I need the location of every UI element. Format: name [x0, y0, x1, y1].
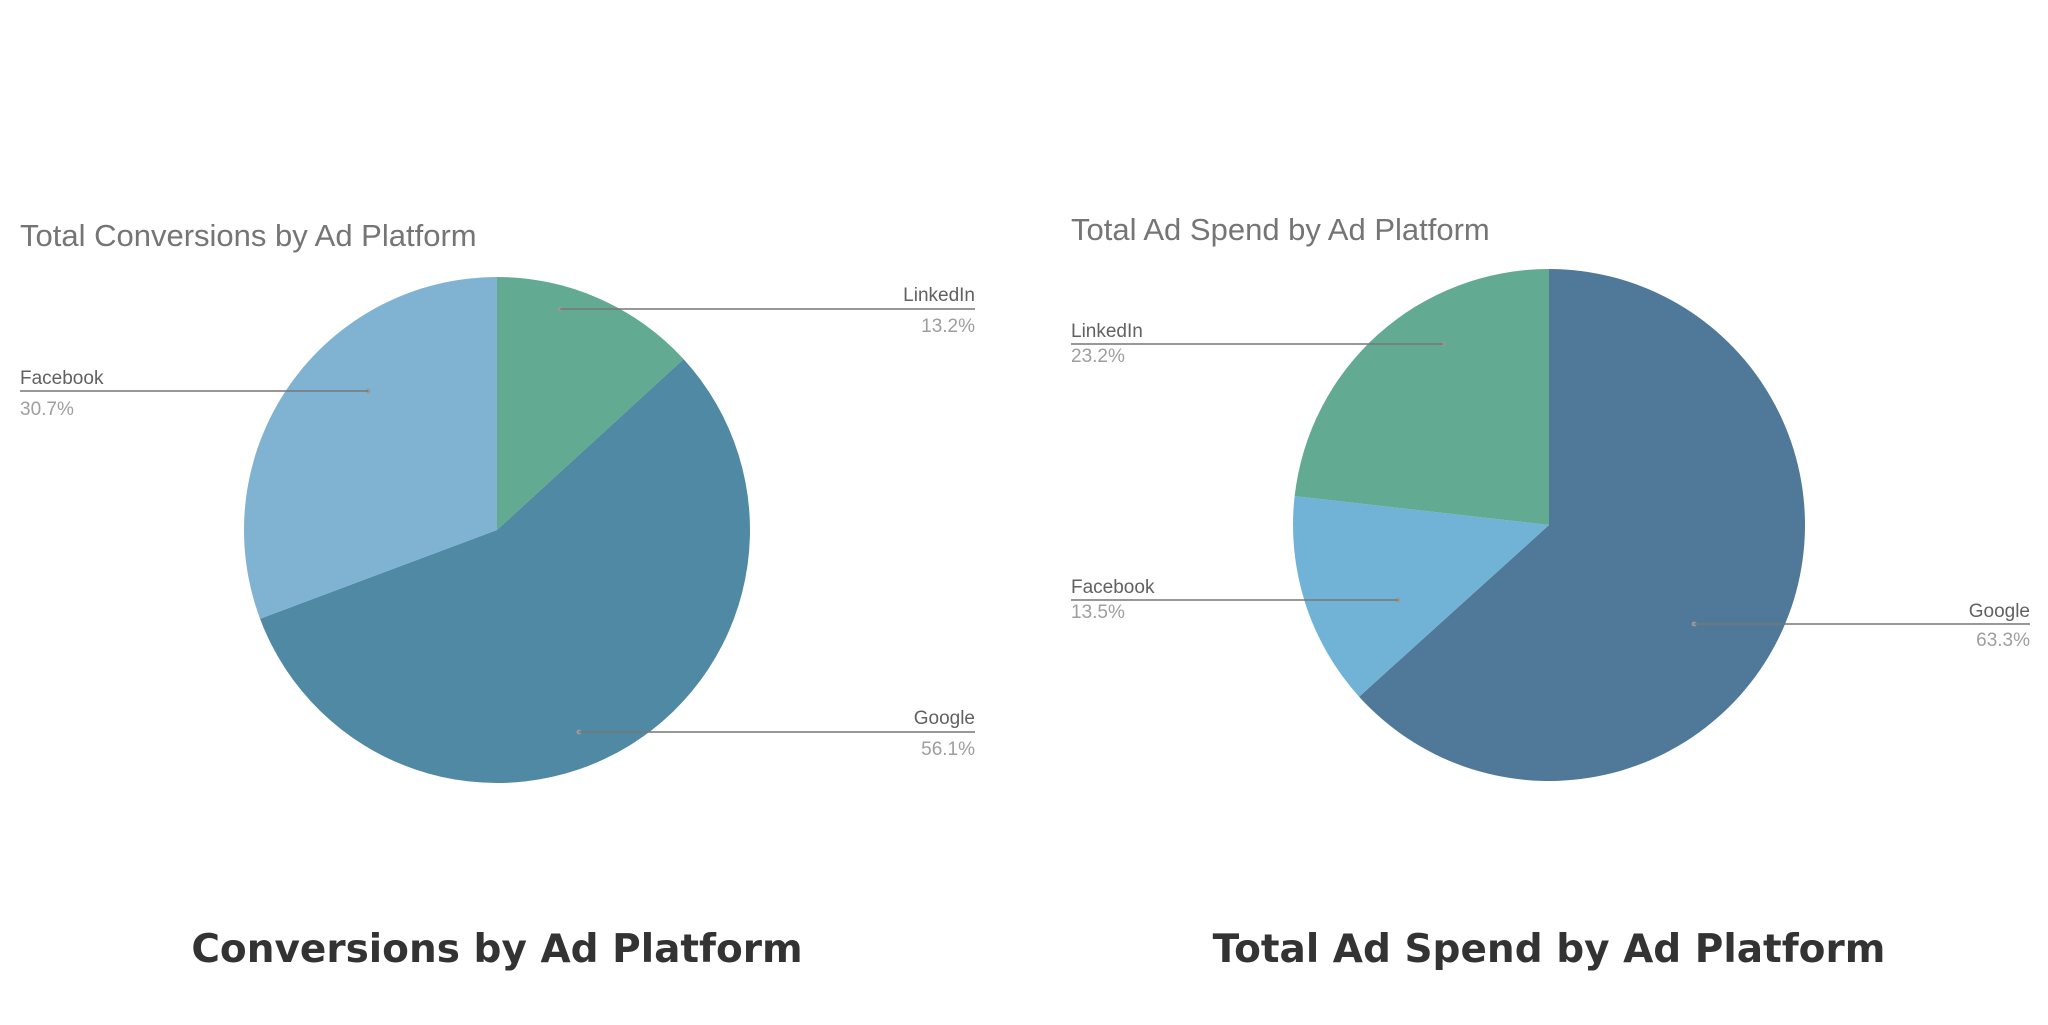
- slice-label-linkedin: LinkedIn: [903, 285, 975, 306]
- slice-label-google: Google: [914, 708, 975, 729]
- pie-slice-facebook: [1293, 496, 1549, 697]
- pie-slice-linkedin: [497, 277, 684, 530]
- slice-value-linkedin: 23.2%: [1071, 346, 1125, 367]
- slice-value-facebook: 30.7%: [20, 399, 74, 420]
- pie-slice-google: [1359, 269, 1805, 781]
- slice-value-google: 56.1%: [921, 739, 975, 760]
- chart-title: Total Conversions by Ad Platform: [20, 218, 477, 253]
- ad-spend-pie-chart: Total Ad Spend by Ad Platform Google 63.3…: [1071, 212, 2030, 781]
- pie-slice-facebook: [243, 276, 497, 619]
- slice-label-google: Google: [1969, 601, 2030, 622]
- slice-label-facebook: Facebook: [20, 368, 104, 389]
- slice-value-linkedin: 13.2%: [921, 316, 975, 337]
- pie-slice-linkedin: [1294, 269, 1549, 525]
- caption-ad-spend: Total Ad Spend by Ad Platform: [1213, 927, 1886, 972]
- slice-value-facebook: 13.5%: [1071, 602, 1125, 623]
- slice-label-linkedin: LinkedIn: [1071, 321, 1143, 342]
- caption-conversions: Conversions by Ad Platform: [191, 927, 802, 972]
- slice-value-google: 63.3%: [1976, 630, 2030, 651]
- conversions-pie-chart: Total Conversions by Ad Platform LinkedI…: [20, 218, 975, 783]
- slice-label-facebook: Facebook: [1071, 577, 1155, 598]
- chart-title: Total Ad Spend by Ad Platform: [1071, 212, 1490, 247]
- pie-slice-google: [260, 359, 750, 783]
